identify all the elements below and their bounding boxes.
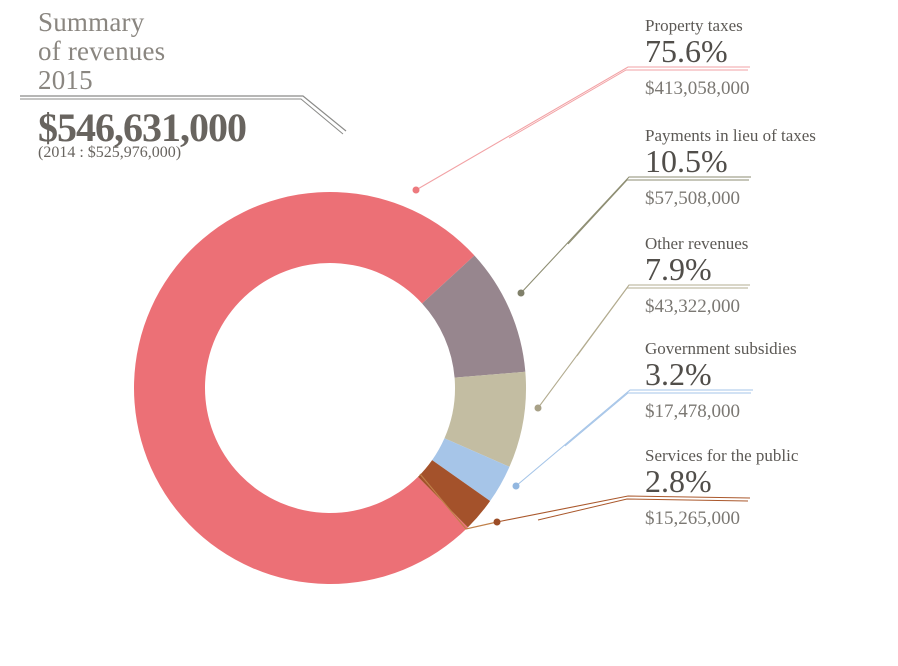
- donut-segment-2: [444, 371, 526, 467]
- segment-label: Government subsidies: [645, 339, 797, 358]
- legend-item-payments-in-lieu-of-taxes: Payments in lieu of taxes 10.5% $57,508,…: [645, 126, 895, 209]
- page-title: Summary of revenues 2015: [38, 8, 165, 95]
- donut-segment-3: [432, 438, 510, 502]
- segment-amount: $43,322,000: [645, 296, 740, 317]
- legend-item-other-revenues: Other revenues 7.9% $43,322,000: [645, 234, 895, 317]
- leader-line-2: [537, 284, 750, 409]
- services-wedge-pointer-line: [419, 473, 498, 530]
- title-line-3: 2015: [38, 65, 93, 95]
- title-line-1: Summary: [38, 7, 145, 37]
- leader-line-1: [520, 176, 751, 294]
- segment-label: Property taxes: [645, 16, 743, 35]
- segment-amount: $15,265,000: [645, 508, 740, 529]
- segment-amount: $57,508,000: [645, 188, 740, 209]
- donut-segment-4: [417, 460, 491, 528]
- donut-segment-0: [133, 191, 475, 585]
- segment-percent: 75.6%: [645, 33, 728, 69]
- header-rule: [20, 95, 347, 132]
- leader-line-3-double: [564, 392, 751, 447]
- leader-line-0: [415, 66, 750, 191]
- segment-percent: 7.9%: [645, 251, 712, 287]
- leader-dot-0: [412, 186, 420, 194]
- segment-amount: $17,478,000: [645, 401, 740, 422]
- leader-line-4: [496, 495, 751, 523]
- legend-item-property-taxes: Property taxes 75.6% $413,058,000: [645, 16, 895, 99]
- total-revenue-value: $546,631,000: [38, 105, 247, 150]
- segment-label: Payments in lieu of taxes: [645, 126, 816, 145]
- legend-item-government-subsidies: Government subsidies 3.2% $17,478,000: [645, 339, 895, 422]
- leader-line-3: [515, 389, 753, 487]
- donut-segment-1: [422, 255, 526, 378]
- leader-dot-2: [534, 404, 542, 412]
- legend-item-services-for-the-public: Services for the public 2.8% $15,265,000: [645, 446, 895, 529]
- segment-percent: 3.2%: [645, 356, 712, 392]
- title-line-2: of revenues: [38, 36, 166, 66]
- leader-dot-1: [517, 289, 525, 297]
- leader-dot-4: [493, 518, 501, 526]
- leader-line-2-double: [576, 287, 748, 357]
- leader-line-4-double: [537, 498, 749, 521]
- segment-percent: 10.5%: [645, 143, 728, 179]
- header-rule-double: [20, 98, 344, 135]
- segment-amount: $413,058,000: [645, 78, 750, 99]
- segment-percent: 2.8%: [645, 463, 712, 499]
- segment-label: Services for the public: [645, 446, 799, 465]
- previous-year-value: (2014 : $525,976,000): [38, 144, 182, 161]
- leader-dot-3: [512, 482, 520, 490]
- leader-line-0-double: [508, 69, 748, 139]
- segment-label: Other revenues: [645, 234, 749, 253]
- leader-line-1-double: [567, 179, 749, 245]
